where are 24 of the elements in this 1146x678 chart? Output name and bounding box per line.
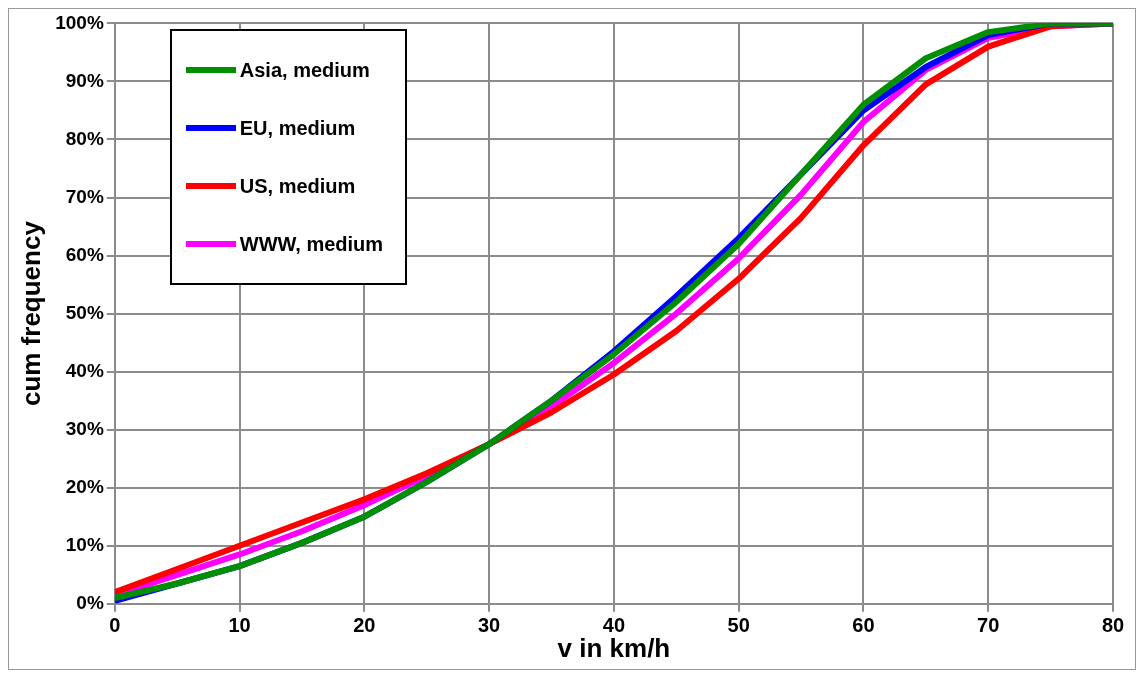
x-tick-label: 20 (353, 614, 376, 637)
legend-label: Asia, medium (239, 58, 370, 82)
y-tick-label: 10% (65, 533, 104, 555)
y-tick-label: 80% (65, 127, 104, 149)
x-tick-label: 0 (109, 614, 121, 637)
x-tick-label: 60 (852, 614, 875, 637)
y-tick-label: 30% (65, 417, 104, 439)
x-tick-label: 80 (1101, 614, 1125, 637)
y-tick-label: 50% (65, 301, 104, 323)
y-tick-label: 100% (55, 11, 104, 33)
x-tick-label: 10 (228, 614, 251, 637)
y-tick-label: 20% (65, 475, 104, 497)
y-tick-label: 70% (65, 185, 104, 207)
x-tick-label: 70 (977, 614, 1000, 637)
legend-label: WWW, medium (239, 232, 384, 256)
x-tick-label: 50 (727, 614, 750, 637)
x-tick-label: 30 (478, 614, 501, 637)
y-tick-label: 90% (65, 69, 104, 91)
y-tick-label: 40% (65, 359, 104, 381)
legend-label: US, medium (239, 174, 356, 198)
y-tick-label: 0% (76, 592, 104, 614)
y-axis-title: cum frequency (15, 220, 46, 407)
legend-label: EU, medium (239, 116, 356, 140)
y-tick-label: 60% (65, 243, 104, 265)
